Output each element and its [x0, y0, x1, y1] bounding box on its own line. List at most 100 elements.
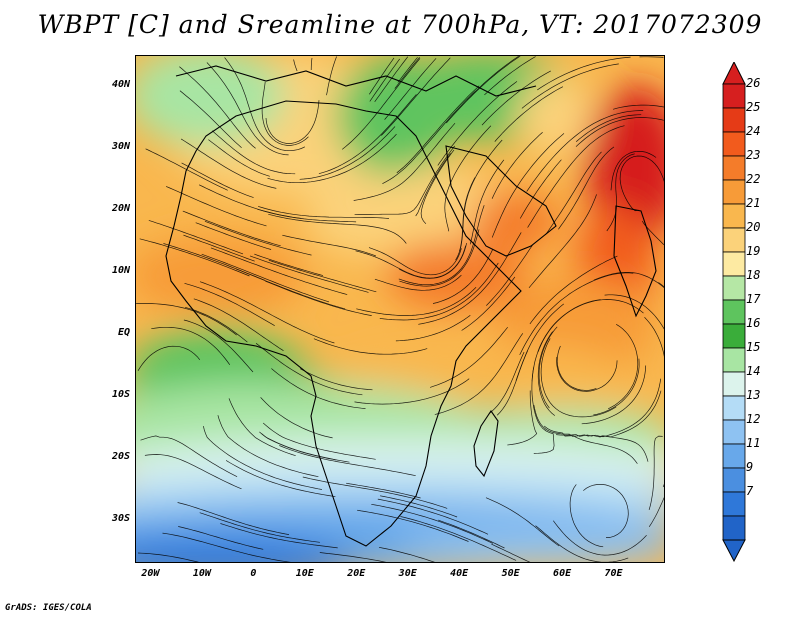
colorbar-label: 9	[746, 460, 754, 474]
streamline	[137, 345, 201, 371]
streamline	[382, 90, 476, 185]
colorbar-segment	[722, 395, 746, 421]
streamline	[397, 57, 418, 83]
streamline	[491, 543, 531, 562]
streamline	[610, 150, 657, 191]
streamline	[553, 520, 647, 556]
streamline	[593, 271, 664, 289]
streamline	[459, 177, 476, 252]
colorbar-segment	[722, 323, 746, 349]
colorbar-segment	[722, 371, 746, 397]
streamline	[254, 253, 324, 276]
streamline	[374, 56, 409, 103]
streamline	[639, 56, 664, 58]
streamline	[261, 81, 309, 146]
streamline	[399, 229, 480, 287]
streamline	[268, 259, 377, 293]
streamline	[182, 210, 281, 247]
streamline	[418, 232, 522, 325]
streamline	[346, 482, 421, 499]
colorbar-min-arrow	[722, 539, 746, 562]
streamline	[593, 358, 640, 416]
colorbar-segment	[722, 347, 746, 373]
streamline	[180, 138, 277, 189]
streamline	[537, 299, 644, 353]
streamline	[444, 125, 492, 232]
streamline	[371, 503, 493, 544]
streamline	[461, 276, 516, 331]
streamline	[648, 497, 664, 527]
streamline	[139, 238, 250, 277]
streamline	[354, 378, 470, 405]
colorbar-label: 24	[746, 124, 761, 138]
streamline	[519, 159, 562, 219]
streamline	[356, 286, 477, 316]
streamline	[224, 57, 306, 152]
streamline	[179, 66, 256, 149]
lat-tick-label: 10N	[111, 264, 130, 276]
lon-tick-label: 10W	[192, 568, 211, 579]
colorbar-segment	[722, 443, 746, 469]
streamline	[310, 57, 313, 71]
streamline	[183, 319, 254, 373]
streamline	[575, 117, 664, 147]
colorbar-segment	[722, 227, 746, 253]
streamline	[265, 280, 372, 316]
streamline	[259, 431, 350, 463]
streamline	[258, 206, 390, 219]
streamline	[486, 245, 533, 306]
colorbar-segment	[722, 155, 746, 181]
streamline	[469, 159, 505, 245]
streamline	[206, 62, 289, 156]
colorbar-label: 15	[746, 340, 761, 354]
streamline	[556, 345, 597, 391]
streamline	[491, 133, 565, 238]
colorbar-segment	[722, 491, 746, 517]
wbpt-streamline-map	[136, 56, 664, 562]
colorbar-segment	[722, 275, 746, 301]
africa-coastline	[165, 100, 522, 547]
streamline	[491, 132, 543, 199]
streamline	[606, 153, 635, 232]
streamline	[210, 247, 348, 295]
lon-tick-label: 10E	[295, 568, 314, 579]
streamline	[357, 509, 469, 542]
colorbar-segment	[722, 419, 746, 445]
streamline	[644, 317, 664, 357]
streamline	[507, 390, 538, 446]
streamline	[529, 255, 618, 325]
coastlines	[165, 65, 657, 547]
streamline	[496, 350, 529, 416]
streamline	[619, 155, 664, 212]
streamline	[398, 205, 485, 286]
streamline	[249, 255, 369, 293]
streamline	[151, 326, 231, 366]
streamline	[204, 220, 312, 256]
colorbar-label: 17	[746, 292, 761, 306]
map-panel	[135, 55, 665, 563]
streamline	[199, 281, 335, 344]
streamline	[494, 86, 564, 142]
colorbar-segment	[722, 83, 746, 109]
streamline	[484, 56, 536, 96]
streamline	[537, 56, 631, 91]
streamline	[488, 351, 525, 415]
streamline	[353, 122, 456, 201]
streamline	[538, 326, 558, 409]
streamline	[400, 516, 517, 561]
grads-credit: GrADS: IGES/COLA	[5, 603, 92, 613]
streamline	[527, 125, 625, 228]
streamline	[420, 149, 455, 225]
streamline	[481, 70, 551, 126]
streamline	[184, 282, 275, 327]
streamline	[140, 435, 238, 478]
colorbar-label: 14	[746, 364, 761, 378]
streamline	[575, 114, 642, 142]
streamline	[394, 56, 420, 89]
lon-tick-label: 20E	[347, 568, 366, 579]
streamline	[282, 234, 377, 257]
streamline	[354, 145, 455, 216]
lat-tick-label: 10S	[111, 388, 130, 400]
colorbar-segment	[722, 107, 746, 133]
colorbar-label: 13	[746, 388, 761, 402]
